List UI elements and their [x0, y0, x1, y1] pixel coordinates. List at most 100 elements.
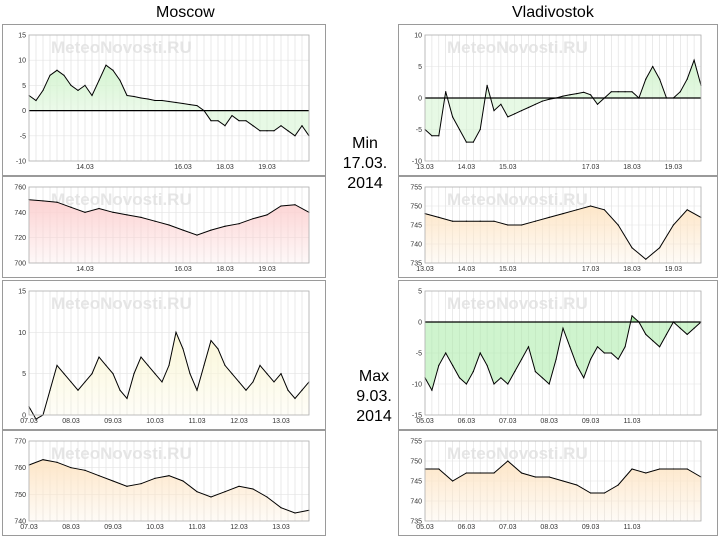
vladivostok-max-pressure-point — [548, 476, 550, 478]
moscow-max-temp-point — [203, 364, 205, 366]
vladivostok-max-pressure-point — [686, 468, 688, 470]
vladivostok-max-pressure-point — [465, 472, 467, 474]
vladivostok-min-temp-point — [624, 91, 626, 93]
vladivostok-max-temp-point — [569, 346, 571, 348]
moscow-max-pressure-point — [182, 480, 184, 482]
moscow-max-pressure-point — [84, 469, 86, 471]
moscow-max-temp-point — [175, 331, 177, 333]
vladivostok-min-pressure-xtick-label: 17.03 — [582, 266, 600, 273]
vladivostok-min-pressure-point — [686, 209, 688, 211]
moscow-min-temp-xtick-label: 16.03 — [174, 164, 192, 171]
moscow-min-pressure-point — [154, 220, 156, 222]
vladivostok-max-pressure-area — [425, 461, 701, 521]
moscow-min-temp-ytick-label: 15 — [18, 33, 26, 40]
moscow-min-temp-point — [140, 97, 142, 99]
vladivostok-max-pressure-ytick-label: 750 — [410, 459, 422, 466]
moscow-min-temp-point — [231, 115, 233, 117]
vladivostok-max-pressure-chart: MeteoNovosti.RU 735 740 745 750 755 05.03 06.03… — [398, 430, 718, 536]
moscow-max-pressure-point — [154, 477, 156, 479]
moscow-max-temp-point — [238, 381, 240, 383]
moscow-max-pressure-point — [238, 485, 240, 487]
moscow-min-temp-svg: MeteoNovosti.RU -10 -5 0 5 10 15 14.03 16.03 18.0… — [16, 33, 310, 171]
vladivostok-min-pressure-xtick-label: 19.03 — [665, 266, 683, 273]
moscow-min-temp-xtick-label: 18.03 — [216, 164, 234, 171]
moscow-max-temp-watermark: MeteoNovosti.RU — [51, 294, 192, 313]
vladivostok-min-temp-xtick-label: 13.03 — [416, 164, 434, 171]
moscow-max-temp-ytick-label: 0 — [22, 413, 26, 420]
moscow-max-temp-point — [273, 381, 275, 383]
vladivostok-max-pressure-xtick-label: 05.03 — [416, 524, 434, 531]
vladivostok-min-pressure-point — [576, 209, 578, 211]
vladivostok-max-pressure-point — [645, 472, 647, 474]
vladivostok-min-temp-point — [514, 113, 516, 115]
vladivostok-min-pressure-xtick-label: 14.03 — [458, 266, 476, 273]
vladivostok-min-temp-xtick-label: 18.03 — [623, 164, 641, 171]
vladivostok-max-temp-point — [541, 377, 543, 379]
vladivostok-min-pressure-point — [603, 209, 605, 211]
min-date-day: 17.03. — [342, 155, 388, 172]
moscow-max-temp-point — [245, 389, 247, 391]
vladivostok-min-temp-point — [652, 65, 654, 68]
moscow-min-pressure-xtick-label: 18.03 — [216, 266, 234, 273]
moscow-min-temp-point — [168, 100, 170, 103]
vladivostok-min-pressure-point — [438, 216, 440, 218]
vladivostok-max-temp-svg: MeteoNovosti.RU -15 -10 -5 0 5 05.03 06.03 07.03… — [412, 289, 702, 425]
moscow-min-temp-point — [70, 84, 72, 86]
vladivostok-max-temp-point — [486, 364, 488, 366]
vladivostok-max-temp-point — [465, 383, 467, 385]
moscow-min-temp-point — [224, 125, 226, 127]
moscow-min-pressure-point — [252, 218, 254, 220]
moscow-max-temp-point — [154, 373, 156, 375]
moscow-max-temp-point — [224, 364, 226, 366]
vladivostok-min-temp-point — [445, 91, 447, 93]
moscow-max-temp-point — [84, 381, 86, 383]
moscow-max-temp-ytick-label: 10 — [18, 330, 26, 337]
vladivostok-max-temp-chart: MeteoNovosti.RU -15 -10 -5 0 5 05.03 06.03 07.03… — [398, 280, 718, 430]
vladivostok-min-pressure-ytick-label: 745 — [410, 223, 422, 230]
vladivostok-max-temp-point — [583, 377, 585, 379]
vladivostok-min-pressure-point — [617, 224, 619, 226]
vladivostok-min-temp-point — [596, 103, 599, 105]
moscow-min-pressure-xtick-label: 14.03 — [76, 266, 94, 273]
moscow-min-temp-point — [84, 84, 86, 86]
vladivostok-max-pressure-ytick-label: 755 — [410, 439, 422, 446]
moscow-max-temp-point — [147, 364, 149, 366]
vladivostok-max-pressure-svg: MeteoNovosti.RU 735 740 745 750 755 05.03 06.03… — [410, 439, 702, 531]
moscow-min-pressure-chart: MeteoNovosti.RU 700 720 740 760 14.03 16.03 18.… — [2, 176, 326, 278]
moscow-max-temp-point — [140, 356, 142, 358]
vladivostok-min-temp-xtick-label: 17.03 — [582, 164, 600, 171]
vladivostok-min-temp-ytick-label: -10 — [412, 159, 422, 166]
vladivostok-min-pressure-point — [590, 205, 592, 207]
vladivostok-min-temp-point — [645, 78, 647, 80]
moscow-min-pressure-point — [168, 224, 170, 226]
vladivostok-max-pressure-xtick-label: 08.03 — [540, 524, 558, 531]
vladivostok-max-pressure-ytick-label: 740 — [410, 499, 422, 506]
moscow-min-temp-ytick-label: 10 — [18, 58, 26, 65]
moscow-max-pressure-xtick-label: 10.03 — [146, 524, 164, 531]
vladivostok-max-pressure-point — [562, 480, 564, 482]
vladivostok-max-temp-point — [693, 327, 695, 329]
moscow-min-pressure-point — [266, 214, 268, 216]
vladivostok-max-temp-point — [576, 364, 578, 366]
vladivostok-max-pressure-point — [534, 476, 536, 478]
moscow-max-pressure-xtick-label: 11.03 — [189, 524, 206, 531]
min-date-year: 2014 — [347, 175, 383, 192]
moscow-max-temp-xtick-label: 13.03 — [272, 418, 290, 425]
vladivostok-max-temp-point — [514, 371, 516, 373]
moscow-max-temp-point — [294, 397, 296, 400]
moscow-max-temp-area — [29, 332, 309, 420]
vladivostok-max-pressure-point — [521, 472, 523, 474]
moscow-max-temp-xtick-label: 08.03 — [62, 418, 80, 425]
vladivostok-min-temp-point — [458, 128, 461, 131]
moscow-max-pressure-point — [224, 491, 226, 493]
moscow-max-pressure-point — [126, 485, 128, 487]
moscow-max-pressure-watermark: MeteoNovosti.RU — [51, 444, 192, 463]
moscow-min-temp-ytick-label: 5 — [22, 83, 26, 90]
moscow-min-temp-point — [245, 120, 247, 122]
vladivostok-min-pressure-chart: MeteoNovosti.RU 735 740 745 750 755 13.03 14.03… — [398, 176, 718, 278]
vladivostok-min-temp-point — [610, 91, 612, 93]
moscow-min-temp-watermark: MeteoNovosti.RU — [51, 38, 192, 57]
vladivostok-min-temp-point — [590, 94, 592, 96]
moscow-max-temp-point — [119, 389, 121, 391]
vladivostok-min-temp-point — [486, 84, 488, 86]
